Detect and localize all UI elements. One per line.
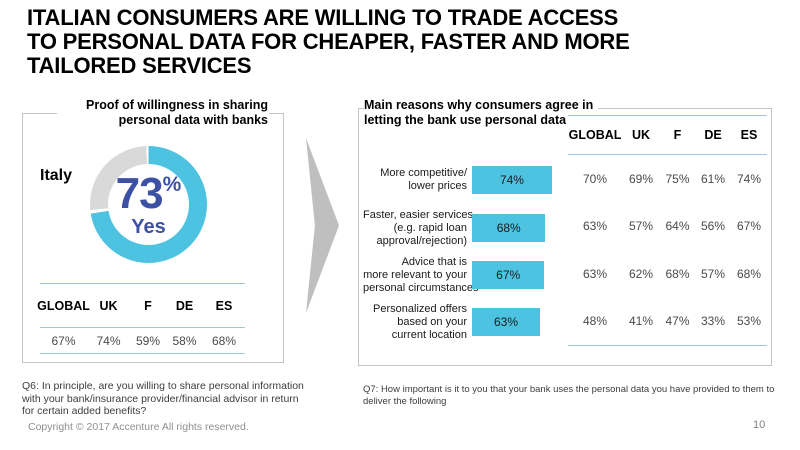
bar-value-label: 74% xyxy=(499,173,524,187)
donut-value: 73 % xyxy=(116,172,182,216)
donut-answer-label: Yes xyxy=(131,216,166,238)
bar-value-label: 68% xyxy=(496,221,521,235)
table-cell: 33% xyxy=(700,314,726,329)
table-cell: 53% xyxy=(736,314,762,329)
column-header: ES xyxy=(740,128,758,142)
table-cell: 57% xyxy=(628,219,654,234)
table-cell: 74% xyxy=(96,333,121,348)
donut-percent-sign: % xyxy=(162,173,182,196)
bar-value-label: 67% xyxy=(496,268,521,282)
table-row: 48% 41% 47% 33% 53% xyxy=(568,298,767,346)
table-cell: 47% xyxy=(665,314,690,329)
table-cell: 56% xyxy=(700,219,726,234)
bar: 68% xyxy=(472,214,546,242)
table-cell: 61% xyxy=(700,171,726,186)
table-cell: 68% xyxy=(736,266,762,281)
column-header: ES xyxy=(215,298,233,313)
right-market-table: GLOBAL UK F DE ES 70% 69% 75% 61% 74% 63… xyxy=(568,115,767,346)
table-cell: 67% xyxy=(51,333,76,348)
donut-number: 73 xyxy=(115,169,164,218)
copyright-notice: Copyright © 2017 Accenture All rights re… xyxy=(28,421,249,433)
donut-hole: 73 % Yes xyxy=(108,164,189,245)
right-table-header-row: GLOBAL UK F DE ES xyxy=(568,116,767,155)
bar: 67% xyxy=(472,261,545,289)
left-footnote: Q6: In principle, are you willing to sha… xyxy=(22,380,304,417)
table-cell: 62% xyxy=(628,266,654,281)
page-number: 10 xyxy=(753,419,766,431)
table-row: 63% 62% 68% 57% 68% xyxy=(568,250,767,298)
bar-category-label: Personalized offers based on your curren… xyxy=(373,302,467,341)
bar-row: Faster, easier services (e.g. rapid loan… xyxy=(363,209,546,247)
bar-row: More competitive/ lower prices 74% xyxy=(363,166,552,194)
table-cell: 63% xyxy=(582,219,608,234)
slide-title: ITALIAN CONSUMERS ARE WILLING TO TRADE A… xyxy=(27,5,630,78)
table-cell: 41% xyxy=(628,314,654,329)
table-cell: 63% xyxy=(582,266,608,281)
right-panel-title: Main reasons why consumers agree in lett… xyxy=(364,98,599,128)
table-cell: 67% xyxy=(736,219,762,234)
bar: 63% xyxy=(472,308,541,336)
table-cell: 59% xyxy=(135,333,161,348)
column-header: F xyxy=(673,128,682,142)
table-row: 63% 57% 64% 56% 67% xyxy=(568,203,767,251)
right-footnote: Q7: How important is it to you that your… xyxy=(363,384,775,407)
column-header: DE xyxy=(175,298,194,313)
table-cell: 58% xyxy=(172,333,197,348)
bar-row: Personalized offers based on your curren… xyxy=(363,303,541,341)
left-panel-title: Proof of willingness in sharing personal… xyxy=(57,98,269,128)
bar-category-label: Advice that is more relevant to your per… xyxy=(363,255,479,294)
bar-category-label: More competitive/ lower prices xyxy=(380,167,467,192)
bar-category-label: Faster, easier services (e.g. rapid loan… xyxy=(363,208,474,247)
column-header: GLOBAL xyxy=(37,298,90,313)
table-cell: 68% xyxy=(665,266,690,281)
table-cell: 64% xyxy=(665,219,690,234)
left-table-value-row: 67% 74% 59% 58% 68% xyxy=(40,328,245,353)
bar-value-label: 63% xyxy=(494,315,519,329)
table-cell: 70% xyxy=(582,171,608,186)
table-cell: 74% xyxy=(736,171,762,186)
column-header: UK xyxy=(631,128,651,142)
table-cell: 75% xyxy=(665,171,690,186)
donut-chart: 73 % Yes xyxy=(90,146,207,263)
left-table-header-row: GLOBAL UK F DE ES xyxy=(37,284,245,328)
column-header: F xyxy=(144,298,152,313)
table-cell: 69% xyxy=(628,171,654,186)
table-cell: 57% xyxy=(700,266,726,281)
column-header: DE xyxy=(704,128,722,142)
column-header: UK xyxy=(99,298,118,313)
table-row: 70% 69% 75% 61% 74% xyxy=(568,155,767,203)
bar: 74% xyxy=(472,166,552,194)
table-cell: 48% xyxy=(582,314,608,329)
column-header: GLOBAL xyxy=(568,128,622,142)
right-arrow-icon xyxy=(306,138,339,313)
table-cell: 68% xyxy=(211,333,237,348)
bar-row: Advice that is more relevant to your per… xyxy=(363,256,545,294)
left-market-table: GLOBAL UK F DE ES 67% 74% 59% 58% 68% xyxy=(37,283,245,354)
country-label: Italy xyxy=(40,167,73,184)
